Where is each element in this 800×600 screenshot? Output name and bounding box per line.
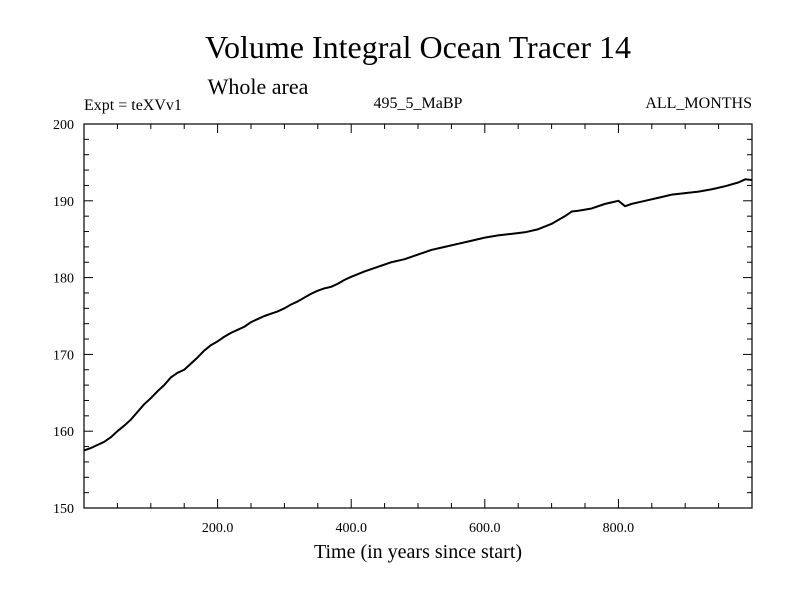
y-tick-label: 160 [53,425,74,440]
series-line [83,178,753,452]
y-tick-label: 190 [53,195,74,210]
y-tick-label: 200 [53,118,74,133]
tick-labels: 200.0 400.0 600.0 800.0 150 160 170 180 190 200 [53,118,634,536]
y-tick-label: 150 [53,502,74,517]
y-tick-label: 180 [53,272,74,287]
months-label: ALL_MONTHS [645,95,752,112]
x-tick-label: 400.0 [335,521,367,536]
axis-ticks [84,124,752,508]
chart-subtitle: Whole area [208,74,309,99]
period-label: 495_5_MaBP [374,95,463,112]
x-tick-label: 600.0 [469,521,501,536]
x-tick-label: 800.0 [603,521,635,536]
chart-title: Volume Integral Ocean Tracer 14 [205,29,631,65]
plot-frame [83,123,753,509]
experiment-label: Expt = teXVv1 [84,97,182,114]
x-tick-label: 200.0 [202,521,234,536]
x-axis-label: Time (in years since start) [314,541,522,563]
y-tick-label: 170 [53,348,74,363]
